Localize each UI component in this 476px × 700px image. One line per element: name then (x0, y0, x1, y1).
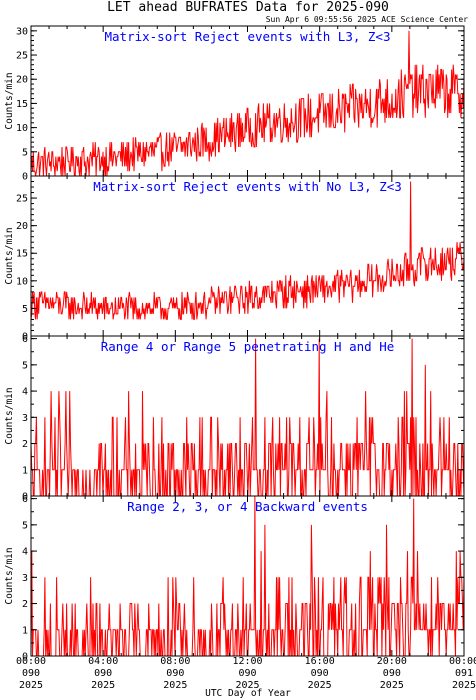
y-tick-label: 5 (22, 520, 28, 531)
y-tick-label: 15 (16, 249, 28, 260)
x-tick-text: 090 (166, 668, 184, 679)
x-tick-text: 2025 (380, 680, 404, 691)
y-axis-label: Counts/min (4, 72, 15, 129)
x-tick-text: 08:00 (160, 656, 190, 667)
y-tick-label: 30 (16, 26, 28, 37)
panel-title: Matrix-sort Reject events with No L3, Z<… (93, 179, 402, 194)
x-tick-label: 00:000912025 (449, 656, 476, 691)
x-tick-text: 090 (238, 668, 256, 679)
y-tick-label: 5 (22, 304, 28, 315)
panel-1: 0 5 10 15 20 25 30 Matrix-sort Reject events wi… (4, 25, 465, 183)
panel-title: Matrix-sort Reject events with L3, Z<3 (105, 29, 391, 44)
x-tick-text: 12:00 (232, 656, 262, 667)
y-tick-label: 4 (22, 387, 28, 398)
panel-2: 0 5 10 15 20 25 Matrix-sort Reject events with… (4, 175, 465, 343)
x-tick-text: 2025 (308, 680, 332, 691)
panel-title: Range 4 or Range 5 penetrating H and He (101, 339, 395, 354)
panel-4: 0 1 2 3 4 5 6 Range 2, 3, or 4 Backward events C… (4, 494, 465, 663)
figure-title: LET ahead BUFRATES Data for 2025-090 (107, 0, 389, 15)
y-tick-label: 2 (22, 439, 28, 450)
y-tick-label: 3 (22, 573, 28, 584)
y-tick-label: 5 (22, 360, 28, 371)
x-tick-text: 2025 (235, 680, 259, 691)
panel-title: Range 2, 3, or 4 Backward events (127, 499, 368, 514)
x-tick-labels: 00:00090202504:00090202508:00090202512:0… (16, 656, 476, 691)
y-tick-label: 1 (22, 465, 28, 476)
y-tick-label: 20 (16, 75, 28, 86)
series-line (30, 495, 465, 657)
y-axis-label: Counts/min (4, 227, 15, 284)
y-tick-label: 0 (22, 492, 28, 503)
y-tick-label: 25 (16, 51, 28, 62)
y-tick-label: 5 (22, 147, 28, 158)
series-line (30, 30, 465, 177)
timestamp-label: Sun Apr 6 09:55:56 2025 ACE Science Cent… (266, 15, 468, 24)
x-tick-text: 00:00 (16, 656, 46, 667)
y-tick-label: 10 (16, 123, 28, 134)
y-tick-label: 25 (16, 194, 28, 205)
x-tick-text: 090 (311, 668, 329, 679)
y-axis-label: Counts/min (4, 387, 15, 444)
y-tick-label: 0 (22, 332, 28, 343)
y-tick-label: 6 (22, 494, 28, 505)
y-tick-label: 10 (16, 276, 28, 287)
y-tick-label: 6 (22, 334, 28, 345)
x-tick-text: 2025 (91, 680, 115, 691)
series-line (30, 338, 465, 497)
y-tick-label: 0 (22, 652, 28, 663)
y-tick-label: 20 (16, 221, 28, 232)
y-axis-label: Counts/min (4, 547, 15, 604)
x-axis-title: UTC Day of Year (205, 688, 291, 699)
x-tick-text: 2025 (452, 680, 476, 691)
y-tick-label: 3 (22, 413, 28, 424)
x-tick-text: 04:00 (88, 656, 118, 667)
x-tick-text: 16:00 (305, 656, 335, 667)
x-tick-text: 090 (94, 668, 112, 679)
y-tick-label: 1 (22, 625, 28, 636)
panel-3: 0 1 2 3 4 5 6 Range 4 or Range 5 penetrating H … (4, 334, 465, 503)
x-tick-text: 20:00 (377, 656, 407, 667)
x-tick-text: 2025 (19, 680, 43, 691)
series-line (30, 181, 465, 320)
y-tick-label: 15 (16, 99, 28, 110)
x-tick-text: 2025 (163, 680, 187, 691)
y-tick-label: 4 (22, 547, 28, 558)
y-tick-label: 0 (22, 172, 28, 183)
y-tick-label: 2 (22, 599, 28, 610)
x-tick-text: 00:00 (449, 656, 476, 667)
x-tick-text: 090 (22, 668, 40, 679)
x-tick-text: 090 (383, 668, 401, 679)
x-tick-text: 091 (455, 668, 473, 679)
